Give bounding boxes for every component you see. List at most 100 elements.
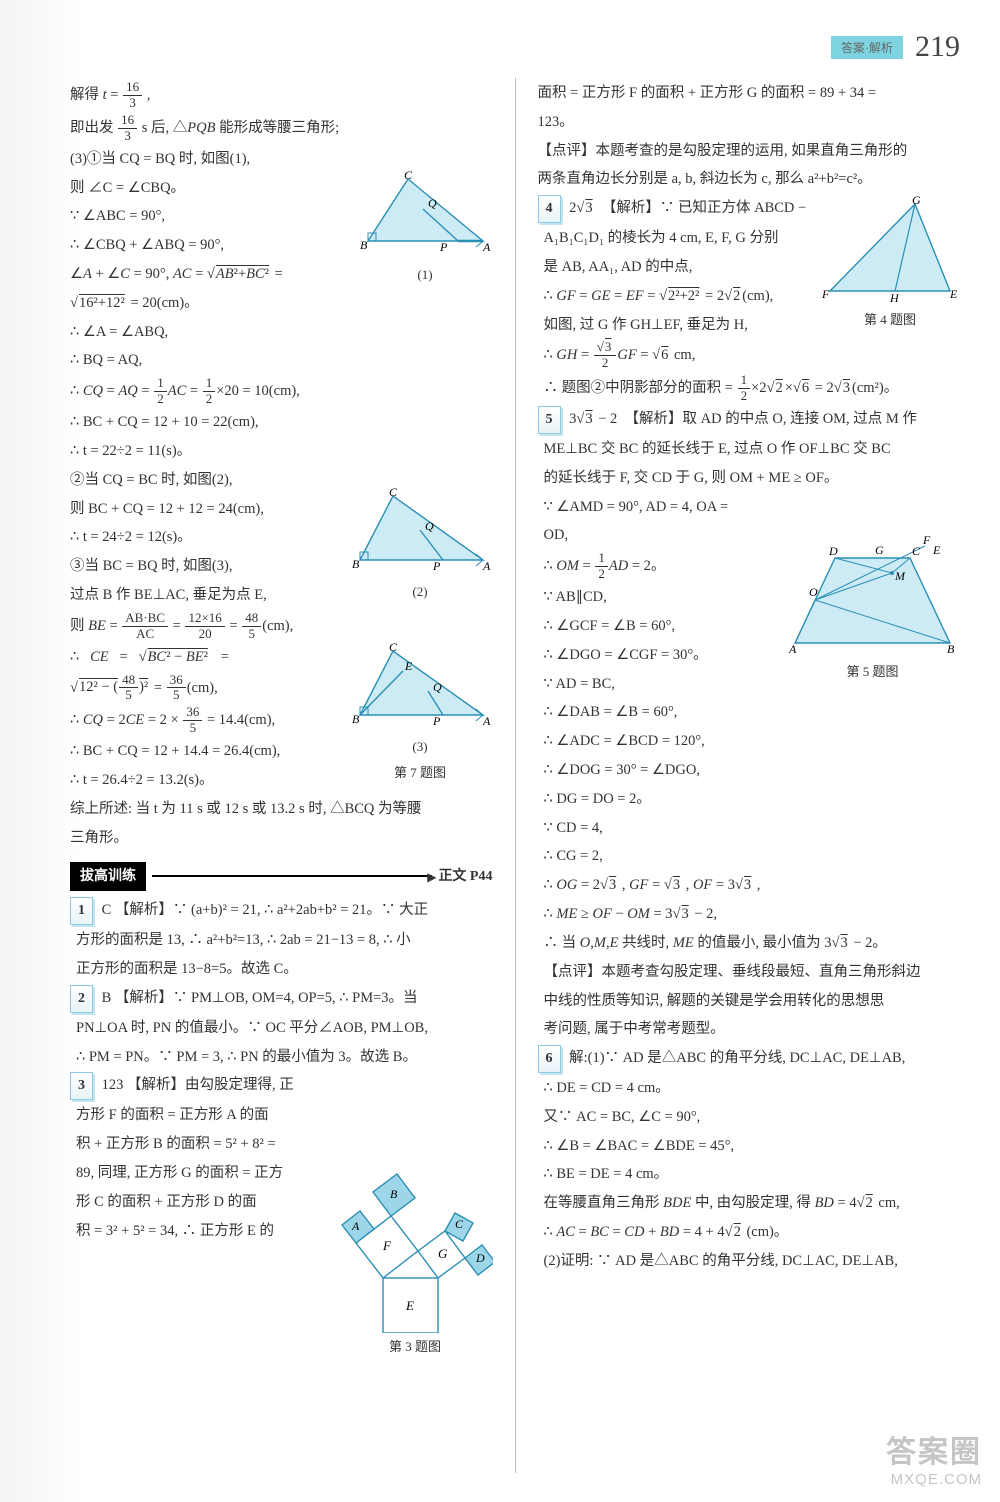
text-line: 1 C 【解析】∵ (a+b)² = 21, ∴ a²+2ab+b² = 21。… xyxy=(70,897,493,925)
answer: B xyxy=(102,990,112,1006)
figure-7-2: C B A P Q (2) xyxy=(348,488,493,604)
text-line: 积 + 正方形 B 的面积 = 5² + 8² = xyxy=(70,1131,493,1158)
text-line: 2 B 【解析】∵ PM⊥OB, OM=4, OP=5, ∴ PM=3。当 xyxy=(70,985,493,1013)
svg-text:F: F xyxy=(821,287,830,301)
arrow-line-icon xyxy=(152,875,432,877)
svg-text:G: G xyxy=(912,196,921,207)
svg-text:O: O xyxy=(809,585,818,599)
figure-caption: 第 7 题图 xyxy=(348,761,493,785)
svg-text:D: D xyxy=(475,1251,485,1265)
text-line: ∵ ∠AMD = 90°, AD = 4, OA = xyxy=(538,494,961,521)
answer: 123 xyxy=(102,1077,124,1093)
figure-3: E F G A B C D 第 3 题图 xyxy=(338,1168,493,1359)
text-line: ∴ ME ≥ OF − OM = 3√3 − 2, xyxy=(538,901,961,928)
svg-text:A: A xyxy=(482,559,491,573)
svg-text:C: C xyxy=(912,544,921,558)
text-line: ∴ BC + CQ = 12 + 10 = 22(cm), xyxy=(70,409,493,436)
triangle-icon: G F H E xyxy=(820,196,960,306)
question-number-badge: 5 xyxy=(538,406,561,434)
text-line: 123。 xyxy=(538,109,961,136)
text-line: 中线的性质等知识, 解题的关键是学会用转化的思想思 xyxy=(538,988,961,1015)
section-label: 拔高训练 xyxy=(70,862,146,892)
text-line: ∴ BQ = AQ, xyxy=(70,347,493,374)
text-line: ∴ ∠DAB = ∠B = 60°, xyxy=(538,699,961,726)
text-line: 的延长线于 F, 交 CD 于 G, 则 OM + ME ≥ OF。 xyxy=(538,465,961,492)
svg-text:E: E xyxy=(949,287,958,301)
svg-text:B: B xyxy=(352,557,360,571)
text-line: 方形的面积是 13, ∴ a²+b²=13, ∴ 2ab = 21−13 = 8… xyxy=(70,927,493,954)
text-line: ∴ t = 22÷2 = 11(s)。 xyxy=(70,438,493,465)
svg-text:Q: Q xyxy=(428,196,437,210)
text-line: ∴ CG = 2, xyxy=(538,843,961,870)
text: 【解析】由勾股定理得, 正 xyxy=(127,1077,294,1093)
svg-text:P: P xyxy=(432,559,441,573)
text-line: ∴ DG = DO = 2。 xyxy=(538,786,961,813)
figure-7-3: C B A P Q E (3) 第 7 题图 xyxy=(348,643,493,785)
section-divider: 拔高训练 正文 P44 xyxy=(70,862,493,892)
text-line: ME⊥BC 交 BC 的延长线于 E, 过点 O 作 OF⊥BC 交 BC xyxy=(538,436,961,463)
triangle-icon: C B A P Q xyxy=(348,488,493,578)
svg-text:B: B xyxy=(390,1187,398,1201)
svg-text:A: A xyxy=(482,240,491,254)
trapezoid-icon: A B C D O M G F E xyxy=(785,528,960,658)
text-line: 方形 F 的面积 = 正方形 A 的面 xyxy=(70,1102,493,1129)
text-line: 解得 t = 163 , xyxy=(70,80,493,111)
triangle-icon: C B A P Q E xyxy=(348,643,493,733)
question-number-badge: 1 xyxy=(70,897,93,925)
text-line: 5 3√3 − 2 【解析】取 AD 的中点 O, 连接 OM, 过点 M 作 xyxy=(538,406,961,434)
text-line: 【点评】本题考查勾股定理、垂线段最短、直角三角形斜边 xyxy=(538,959,961,986)
column-divider xyxy=(515,78,516,1473)
svg-text:A: A xyxy=(482,714,491,728)
svg-text:C: C xyxy=(389,488,398,499)
text-line: ∴ ∠ADC = ∠BCD = 120°, xyxy=(538,728,961,755)
svg-text:E: E xyxy=(405,1298,414,1313)
watermark-url: MXQE.COM xyxy=(886,1471,982,1488)
svg-text:E: E xyxy=(932,543,941,557)
question-number-badge: 4 xyxy=(538,195,561,223)
text-line: (3)①当 CQ = BQ 时, 如图(1), xyxy=(70,146,493,173)
svg-text:F: F xyxy=(382,1238,392,1253)
text-line: 考问题, 属于中考常考题型。 xyxy=(538,1016,961,1043)
page-number: 219 xyxy=(915,30,960,64)
text-line: ∴ AC = BC = CD + BD = 4 + 4√2 (cm)。 xyxy=(538,1219,961,1246)
svg-text:G: G xyxy=(875,543,884,557)
svg-text:B: B xyxy=(947,642,955,656)
text-line: 面积 = 正方形 F 的面积 + 正方形 G 的面积 = 89 + 34 = xyxy=(538,80,961,107)
svg-text:P: P xyxy=(432,714,441,728)
text-line: ∴ PM = PN。∵ PM = 3, ∴ PN 的最小值为 3。故选 B。 xyxy=(70,1044,493,1071)
text-line: ∴ 当 O,M,E 共线时, ME 的值最小, 最小值为 3√3 − 2。 xyxy=(538,930,961,957)
figure-caption: 第 3 题图 xyxy=(338,1335,493,1359)
svg-text:C: C xyxy=(455,1217,464,1231)
svg-text:P: P xyxy=(439,240,448,254)
section-reference: 正文 P44 xyxy=(438,864,492,890)
text-line: ∴ ∠A = ∠ABQ, xyxy=(70,319,493,346)
text-line: ∴ DE = CD = 4 cm。 xyxy=(538,1075,961,1102)
content-columns: 解得 t = 163 , 即出发 163 s 后, △PQB 能形成等腰三角形;… xyxy=(70,78,960,1473)
squares-diagram-icon: E F G A B C D xyxy=(338,1168,493,1333)
svg-text:C: C xyxy=(404,171,413,182)
text: 【解析】∵ PM⊥OB, OM=4, OP=5, ∴ PM=3。当 xyxy=(115,990,418,1006)
text-line: 3 123 【解析】由勾股定理得, 正 xyxy=(70,1072,493,1100)
text-line: ∴ CQ = AQ = 12AC = 12×20 = 10(cm), xyxy=(70,376,493,407)
svg-text:M: M xyxy=(894,569,906,583)
svg-text:A: A xyxy=(788,642,797,656)
text-line: 在等腰直角三角形 BDE 中, 由勾股定理, 得 BD = 4√2 cm, xyxy=(538,1190,961,1217)
watermark-title: 答案圈 xyxy=(886,1427,982,1471)
text-line: ∴ ∠B = ∠BAC = ∠BDE = 45°, xyxy=(538,1133,961,1160)
figure-caption: (3) xyxy=(348,735,493,759)
svg-text:Q: Q xyxy=(433,680,442,694)
svg-text:D: D xyxy=(828,544,838,558)
text-line: ∴ ∠DOG = 30° = ∠DGO, xyxy=(538,757,961,784)
figure-caption: (1) xyxy=(358,263,493,287)
text-line: 即出发 163 s 后, △PQB 能形成等腰三角形; xyxy=(70,113,493,144)
svg-text:A: A xyxy=(351,1219,360,1233)
svg-text:Q: Q xyxy=(425,519,434,533)
figure-caption: (2) xyxy=(348,580,493,604)
svg-text:E: E xyxy=(404,659,413,673)
text-line: 6 解:(1)∵ AD 是△ABC 的角平分线, DC⊥AC, DE⊥AB, xyxy=(538,1045,961,1073)
text-line: ∴ BE = DE = 4 cm。 xyxy=(538,1161,961,1188)
text-line: ∴ 题图②中阴影部分的面积 = 12×2√2×√6 = 2√3(cm²)。 xyxy=(538,373,961,404)
text-line: 又∵ AC = BC, ∠C = 90°, xyxy=(538,1104,961,1131)
section-tag: 答案·解析 xyxy=(831,36,903,59)
text-line: 则 BE = AB·BCAC = 12×1620 = 485(cm), xyxy=(70,611,493,642)
